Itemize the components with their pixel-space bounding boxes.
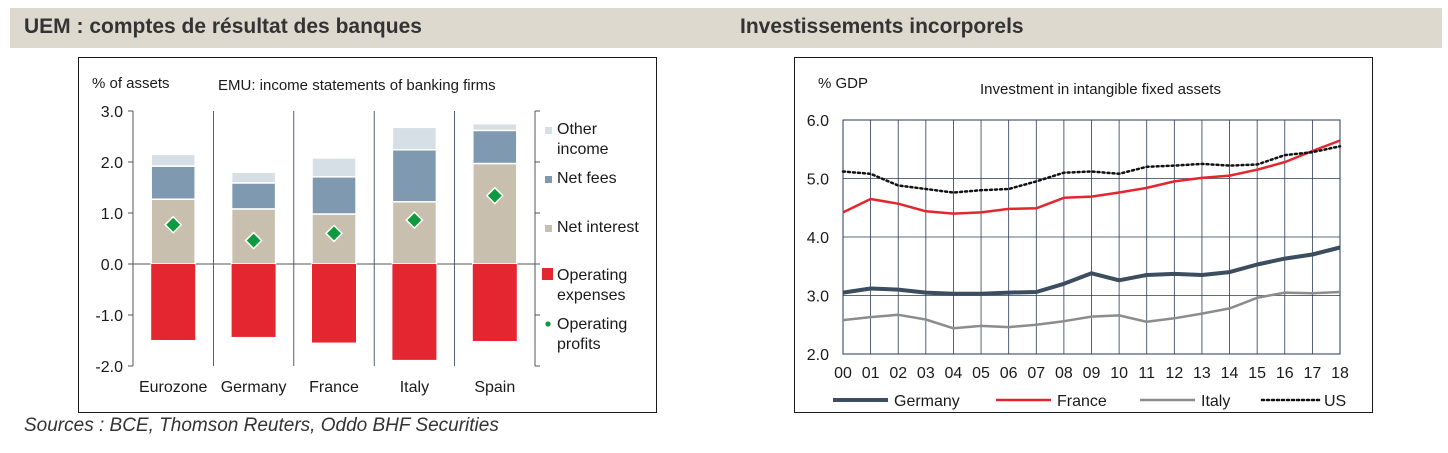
left-x-tick-label: Eurozone (139, 379, 208, 396)
left-legend-swatch (545, 127, 552, 134)
bar-other-income (472, 123, 518, 132)
right-y-tick-label: 4.0 (807, 230, 829, 247)
right-x-tick-label: 09 (1083, 365, 1101, 382)
right-x-tick-label: 01 (862, 365, 880, 382)
left-legend-label-line: expenses (557, 287, 626, 304)
right-legend-label: France (1057, 393, 1107, 410)
left-y-tick-label: -1.0 (95, 308, 123, 325)
marker-operating-profits (324, 224, 344, 243)
right-x-tick-label: 10 (1110, 365, 1128, 382)
bar-net-fees (230, 182, 277, 210)
right-x-tick-label: 15 (1248, 365, 1266, 382)
right-x-tick-label: 12 (1165, 365, 1183, 382)
left-section-title: UEM : comptes de résultat des banques (24, 15, 422, 38)
left-legend-label-line: income (557, 141, 609, 158)
right-x-tick-label: 16 (1276, 365, 1294, 382)
marker-operating-profits (405, 211, 424, 230)
bar-operating-expenses (312, 264, 356, 343)
left-x-tick-label: Italy (400, 379, 429, 396)
bar-other-income (311, 157, 357, 178)
right-y-tick-label: 2.0 (807, 347, 829, 364)
left-chart-title: EMU: income statements of banking firms (218, 77, 496, 94)
right-x-tick-label: 07 (1027, 365, 1045, 382)
left-y-tick-label: 0.0 (101, 257, 123, 274)
right-plot-border (842, 119, 1341, 355)
right-x-tick-label: 11 (1138, 365, 1155, 382)
left-legend-swatch (545, 176, 552, 183)
right-x-tick-label: 06 (1000, 365, 1018, 382)
bar-net-fees (150, 165, 196, 200)
left-x-tick-label: Spain (474, 379, 515, 396)
right-legend-label: Italy (1201, 393, 1230, 410)
bar-operating-expenses (151, 264, 196, 340)
right-x-tick-label: 03 (917, 365, 935, 382)
marker-operating-profits (164, 215, 183, 234)
right-x-tick-label: 02 (889, 365, 907, 382)
line-germany (842, 245, 1341, 296)
left-legend-label: Other income (557, 121, 609, 158)
right-section-header: Investissements incorporels (715, 8, 1442, 48)
left-y-tick-label: 3.0 (101, 104, 123, 121)
left-legend-label-line: Operating (557, 316, 627, 333)
left-legend-label-line: Other (557, 121, 598, 138)
left-x-tick-label: France (309, 379, 359, 396)
bar-operating-expenses (392, 264, 437, 360)
sources-note: Sources : BCE, Thomson Reuters, Oddo BHF… (24, 415, 499, 436)
left-legend-swatch (542, 268, 553, 280)
right-x-tick-label: 18 (1331, 365, 1349, 382)
bar-net-interest (472, 162, 518, 265)
right-y-tick-label: 5.0 (807, 172, 829, 189)
right-y-tick-label: 6.0 (807, 113, 829, 130)
right-x-tick-label: 08 (1055, 365, 1073, 382)
bar-operating-expenses (231, 264, 276, 337)
left-legend-label-line: profits (557, 336, 601, 353)
right-x-tick-label: 04 (945, 365, 963, 382)
line-italy (842, 290, 1341, 330)
left-y-axis-label: % of assets (92, 75, 170, 92)
marker-operating-profits (244, 231, 263, 250)
left-section-header: UEM : comptes de résultat des banques (10, 8, 715, 48)
right-legend-label: US (1324, 393, 1346, 410)
marker-operating-profits (485, 186, 504, 205)
right-legend-label: Germany (894, 393, 960, 410)
right-y-axis-label: % GDP (818, 75, 868, 92)
left-legend-label: Net interest (557, 219, 639, 236)
right-x-tick-label: 00 (834, 365, 852, 382)
left-legend-label: Operating profits (557, 316, 627, 353)
bar-other-income (230, 171, 277, 184)
bar-operating-expenses (472, 264, 517, 342)
right-section-title: Investissements incorporels (740, 15, 1024, 38)
right-y-tick-label: 3.0 (807, 289, 829, 306)
left-legend-label-line: Operating (557, 267, 627, 284)
right-x-tick-label: 13 (1193, 365, 1211, 382)
bar-other-income (391, 126, 438, 151)
left-legend-label: Net fees (557, 170, 617, 187)
right-chart-title: Investment in intangible fixed assets (980, 81, 1221, 98)
bar-net-fees (391, 149, 438, 203)
right-x-tick-label: 17 (1303, 365, 1321, 382)
left-y-tick-label: 2.0 (101, 155, 123, 172)
bar-other-income (150, 153, 196, 167)
left-y-tick-label: -2.0 (95, 359, 123, 376)
left-legend-swatch (545, 225, 552, 232)
left-legend-label-line: Net fees (557, 170, 617, 187)
left-legend-label: Operating expenses (557, 267, 627, 304)
line-us (841, 145, 1342, 194)
left-y-tick-label: 1.0 (101, 206, 123, 223)
left-x-tick-label: Germany (221, 379, 287, 396)
left-legend-label-line: Net interest (557, 219, 639, 236)
line-france (842, 139, 1341, 215)
bar-net-fees (472, 129, 518, 165)
left-legend-swatch (545, 321, 551, 327)
right-x-tick-label: 05 (972, 365, 990, 382)
bar-net-fees (311, 176, 357, 215)
right-x-tick-label: 14 (1221, 365, 1239, 382)
